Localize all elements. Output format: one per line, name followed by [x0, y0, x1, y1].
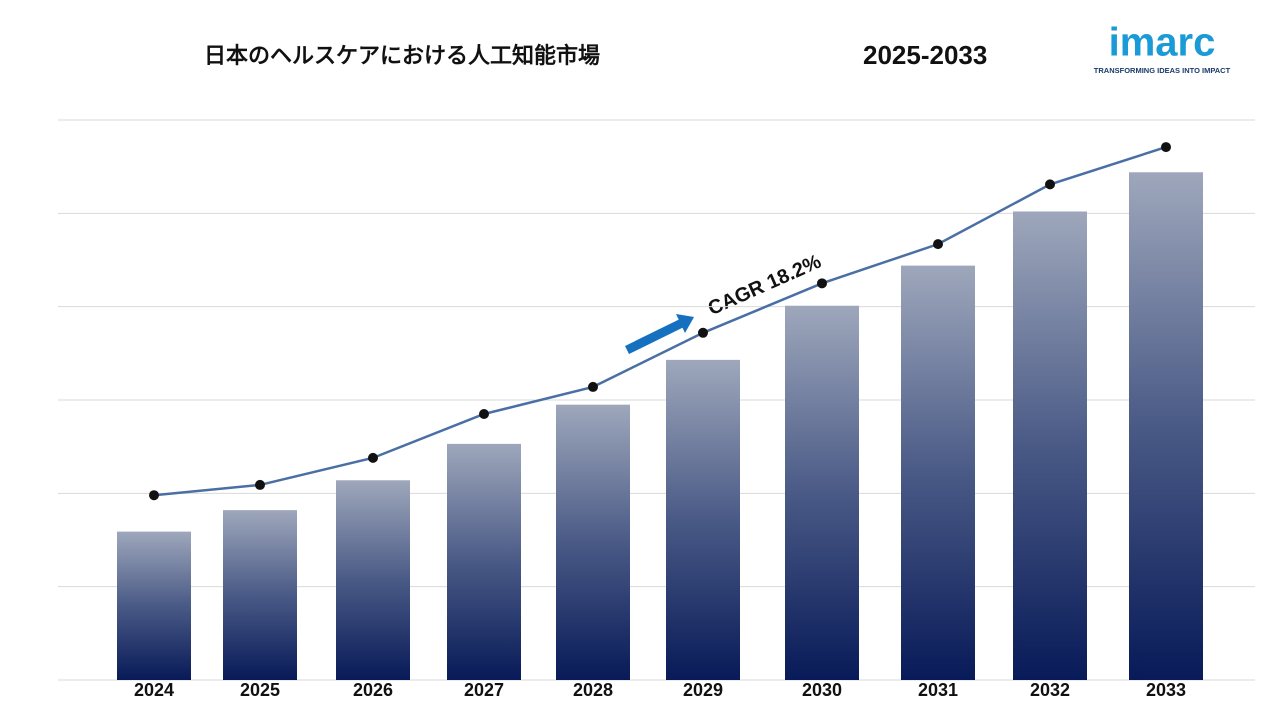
chart-title: 日本のヘルスケアにおける人工知能市場 — [204, 43, 600, 68]
line-point — [817, 278, 827, 289]
logo-tagline: TRANSFORMING IDEAS INTO IMPACT — [1094, 66, 1231, 75]
line-point — [933, 239, 943, 250]
bar — [556, 404, 630, 680]
line — [153, 145, 1167, 497]
line-point — [255, 479, 265, 490]
x-tick-label: 2032 — [1030, 680, 1070, 700]
x-tick-label: 2029 — [683, 680, 723, 700]
bar — [1013, 211, 1087, 680]
bar — [223, 510, 297, 680]
line-point — [149, 490, 159, 501]
x-tick-label: 2030 — [802, 680, 842, 700]
cagr-arrow — [625, 314, 694, 355]
x-tick-label: 2027 — [464, 680, 504, 700]
x-tick-label: 2024 — [134, 680, 174, 700]
line-point — [1045, 179, 1055, 190]
line-point — [698, 327, 708, 338]
x-tick-label: 2025 — [240, 680, 280, 700]
chart-period: 2025-2033 — [863, 40, 987, 70]
bar — [336, 480, 410, 680]
bar — [117, 531, 191, 680]
x-tick-label: 2031 — [918, 680, 958, 700]
bar — [901, 265, 975, 680]
x-tick-label: 2028 — [573, 680, 613, 700]
logo-name: imarc — [1109, 21, 1216, 65]
bar — [666, 359, 740, 680]
bar — [1129, 172, 1203, 680]
bar — [785, 305, 859, 680]
line-point — [368, 452, 378, 463]
x-tick-label: 2026 — [353, 680, 393, 700]
line-point — [1161, 142, 1171, 153]
bar — [447, 443, 521, 680]
x-tick-label: 2033 — [1146, 680, 1186, 700]
line-point — [479, 409, 489, 419]
line-point — [588, 381, 598, 392]
